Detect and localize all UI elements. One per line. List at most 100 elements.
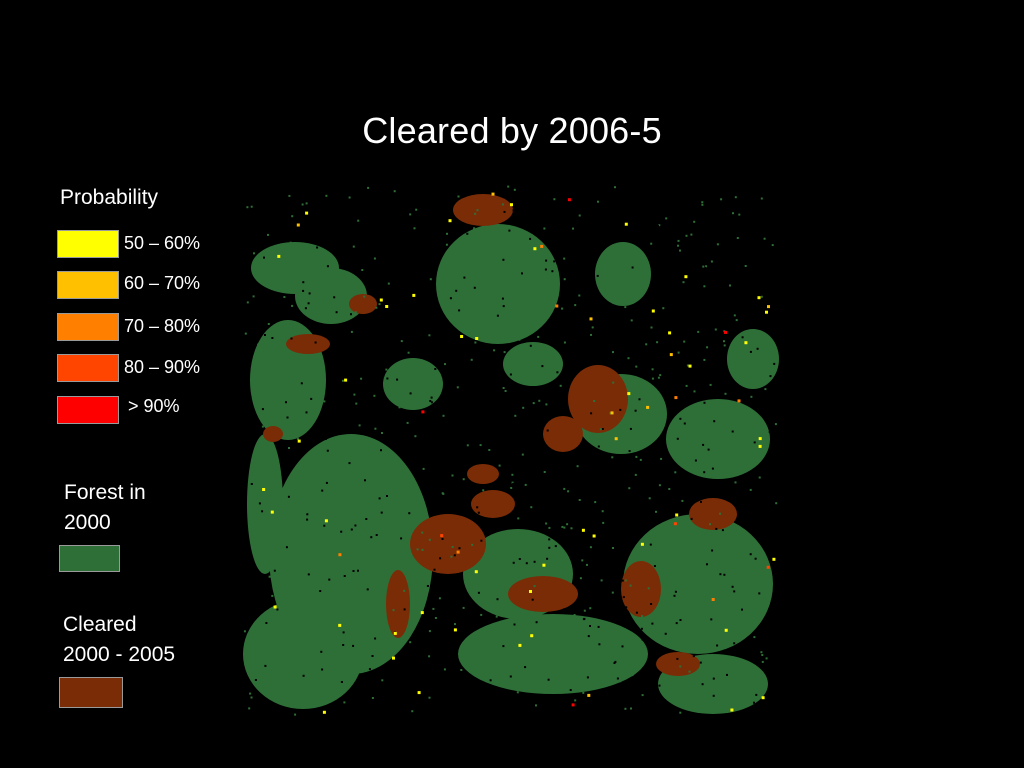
speckle-pixel (509, 373, 512, 376)
speckle-pixel (541, 365, 544, 368)
speckle-pixel (681, 499, 684, 502)
speckle-pixel (722, 482, 724, 485)
speckle-pixel (529, 287, 531, 290)
speckle-pixel (518, 338, 521, 341)
speckle-pixel (457, 406, 460, 409)
speckle-pixel (720, 659, 723, 662)
speckle-pixel (714, 328, 717, 331)
speckle-pixel (683, 340, 686, 343)
speckle-pixel (375, 306, 378, 309)
speckle-pixel (712, 694, 715, 697)
speckle-pixel (705, 265, 707, 268)
speckle-pixel (501, 455, 504, 458)
speckle-pixel (437, 416, 440, 419)
speckle-pixel (254, 679, 257, 681)
speckle-pixel (249, 396, 252, 398)
speckle-pixel (685, 384, 688, 387)
speckle-pixel (614, 660, 617, 663)
probability-pixel (651, 309, 655, 313)
speckle-pixel (287, 495, 290, 498)
speckle-pixel (269, 648, 272, 651)
speckle-pixel (587, 635, 590, 638)
speckle-pixel (675, 622, 678, 625)
cleared-patch (410, 514, 486, 574)
speckle-pixel (328, 307, 331, 310)
speckle-pixel (689, 591, 691, 594)
speckle-pixel (543, 227, 546, 230)
speckle-pixel (283, 296, 286, 298)
speckle-pixel (602, 302, 605, 305)
speckle-pixel (360, 377, 363, 380)
speckle-pixel (701, 203, 704, 206)
speckle-pixel (765, 657, 768, 660)
speckle-pixel (250, 205, 253, 208)
speckle-pixel (697, 549, 700, 552)
speckle-pixel (583, 617, 586, 620)
speckle-pixel (357, 569, 359, 572)
speckle-pixel (643, 267, 646, 270)
speckle-pixel (696, 372, 699, 375)
speckle-pixel (243, 630, 246, 633)
speckle-pixel (304, 307, 307, 310)
speckle-pixel (479, 444, 482, 447)
probability-pixel (448, 219, 452, 223)
speckle-pixel (518, 424, 521, 426)
speckle-pixel (710, 606, 713, 609)
speckle-pixel (707, 634, 710, 637)
speckle-pixel (611, 456, 614, 459)
speckle-pixel (671, 562, 674, 565)
speckle-pixel (284, 323, 287, 326)
speckle-pixel (724, 461, 727, 464)
probability-pixel (668, 331, 672, 335)
speckle-pixel (737, 669, 740, 672)
speckle-pixel (641, 638, 644, 641)
speckle-pixel (445, 383, 447, 386)
speckle-pixel (368, 668, 371, 671)
speckle-pixel (476, 209, 479, 212)
speckle-pixel (684, 313, 686, 316)
speckle-pixel (329, 592, 332, 595)
speckle-pixel (361, 269, 364, 271)
speckle-pixel (645, 343, 648, 346)
speckle-pixel (419, 625, 422, 628)
speckle-pixel (738, 213, 741, 216)
speckle-pixel (377, 641, 380, 644)
speckle-pixel (335, 311, 338, 314)
speckle-pixel (593, 400, 596, 402)
speckle-pixel (381, 679, 384, 682)
speckle-pixel (757, 645, 760, 648)
speckle-pixel (576, 465, 579, 468)
speckle-pixel (609, 450, 612, 453)
speckle-pixel (762, 554, 765, 557)
speckle-pixel (770, 348, 773, 351)
speckle-pixel (270, 498, 273, 501)
speckle-pixel (276, 471, 279, 474)
speckle-pixel (775, 502, 778, 505)
speckle-pixel (413, 227, 416, 230)
speckle-pixel (668, 488, 671, 490)
speckle-pixel (579, 577, 582, 580)
speckle-pixel (521, 519, 524, 522)
speckle-pixel (442, 492, 445, 495)
cleared-patch (656, 652, 700, 676)
speckle-pixel (263, 709, 266, 711)
speckle-pixel (290, 337, 293, 340)
speckle-pixel (403, 608, 406, 611)
speckle-pixel (510, 487, 513, 489)
speckle-pixel (389, 336, 392, 339)
speckle-pixel (707, 671, 710, 674)
speckle-pixel (319, 590, 322, 592)
speckle-pixel (698, 598, 701, 601)
speckle-pixel (249, 714, 252, 717)
speckle-pixel (539, 404, 542, 407)
speckle-pixel (670, 554, 673, 556)
probability-pixel (420, 611, 424, 615)
speckle-pixel (529, 686, 532, 689)
probability-pixel (393, 631, 397, 635)
speckle-pixel (764, 388, 767, 391)
speckle-pixel (300, 382, 303, 385)
speckle-pixel (354, 499, 357, 502)
speckle-pixel (584, 261, 587, 263)
speckle-pixel (740, 184, 743, 187)
speckle-pixel (295, 431, 298, 434)
